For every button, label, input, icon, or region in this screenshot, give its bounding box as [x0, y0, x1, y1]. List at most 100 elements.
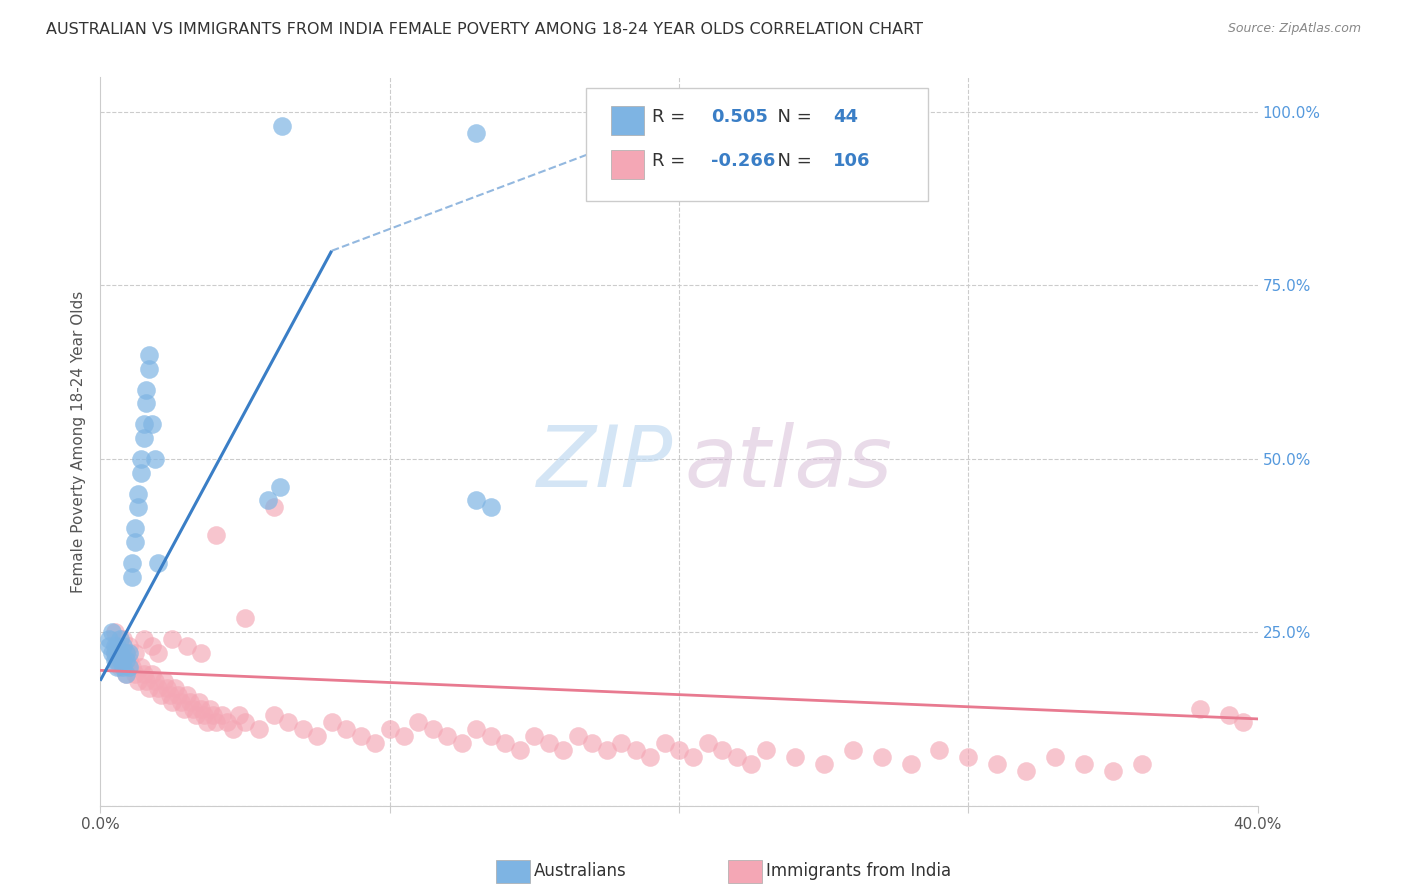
Point: [138, 681, 160, 695]
Point: [813, 756, 835, 771]
Point: [436, 729, 458, 743]
Point: [567, 729, 589, 743]
Point: [162, 632, 184, 647]
Point: [100, 646, 122, 660]
Point: [146, 681, 169, 695]
Point: [638, 750, 661, 764]
Point: [97, 639, 120, 653]
Text: AUSTRALIAN VS IMMIGRANTS FROM INDIA FEMALE POVERTY AMONG 18-24 YEAR OLDS CORRELA: AUSTRALIAN VS IMMIGRANTS FROM INDIA FEMA…: [46, 22, 924, 37]
Point: [1045, 750, 1067, 764]
Point: [201, 708, 224, 723]
Point: [928, 743, 950, 757]
Point: [162, 695, 184, 709]
Point: [205, 528, 228, 542]
Point: [1015, 764, 1038, 778]
Point: [205, 715, 228, 730]
Point: [107, 660, 129, 674]
Text: N =: N =: [766, 109, 817, 127]
Point: [610, 736, 633, 750]
Point: [135, 396, 157, 410]
Point: [321, 715, 343, 730]
Point: [104, 646, 127, 660]
Point: [269, 480, 291, 494]
Point: [135, 673, 157, 688]
Text: R =: R =: [652, 153, 692, 170]
Point: [307, 729, 329, 743]
Point: [986, 756, 1008, 771]
Point: [841, 743, 863, 757]
Point: [408, 715, 430, 730]
Point: [349, 729, 371, 743]
Point: [195, 715, 218, 730]
Point: [118, 660, 141, 674]
Text: -0.266: -0.266: [711, 153, 776, 170]
Point: [129, 660, 152, 674]
Point: [193, 708, 215, 723]
Point: [127, 673, 149, 688]
Point: [110, 646, 132, 660]
Point: [187, 695, 209, 709]
Point: [110, 660, 132, 674]
Point: [110, 632, 132, 647]
Point: [263, 500, 285, 515]
Point: [132, 417, 155, 432]
Point: [112, 660, 135, 674]
Point: [118, 639, 141, 653]
Point: [121, 556, 143, 570]
Point: [233, 611, 256, 625]
Point: [121, 660, 143, 674]
Point: [392, 729, 415, 743]
Point: [141, 666, 163, 681]
Point: [176, 688, 198, 702]
Point: [509, 743, 531, 757]
Point: [132, 632, 155, 647]
Point: [146, 556, 169, 570]
Point: [422, 723, 444, 737]
Point: [900, 756, 922, 771]
Point: [364, 736, 387, 750]
Point: [181, 701, 204, 715]
Point: [107, 639, 129, 653]
Point: [127, 486, 149, 500]
Point: [465, 126, 488, 140]
Point: [129, 451, 152, 466]
Point: [110, 653, 132, 667]
FancyBboxPatch shape: [610, 106, 644, 135]
Point: [271, 119, 294, 133]
Point: [156, 681, 179, 695]
Text: ZIP: ZIP: [537, 422, 673, 505]
Text: Immigrants from India: Immigrants from India: [766, 863, 952, 880]
Point: [479, 500, 502, 515]
Point: [141, 417, 163, 432]
Point: [1188, 701, 1211, 715]
Point: [184, 708, 207, 723]
Point: [257, 493, 280, 508]
Point: [104, 625, 127, 640]
Point: [247, 723, 270, 737]
Point: [167, 688, 190, 702]
Point: [479, 729, 502, 743]
Point: [170, 695, 193, 709]
Point: [1073, 756, 1095, 771]
Point: [465, 723, 488, 737]
Point: [740, 756, 762, 771]
Point: [143, 673, 166, 688]
Text: R =: R =: [652, 109, 692, 127]
Point: [153, 673, 176, 688]
Point: [581, 736, 603, 750]
Point: [115, 653, 138, 667]
Point: [291, 723, 314, 737]
Point: [146, 646, 169, 660]
Point: [104, 646, 127, 660]
Point: [135, 383, 157, 397]
Point: [127, 500, 149, 515]
Point: [138, 361, 160, 376]
Point: [124, 521, 146, 535]
Point: [523, 729, 546, 743]
Point: [725, 750, 748, 764]
Point: [107, 653, 129, 667]
Point: [783, 750, 806, 764]
Text: Australians: Australians: [534, 863, 627, 880]
Point: [335, 723, 357, 737]
Point: [755, 743, 778, 757]
